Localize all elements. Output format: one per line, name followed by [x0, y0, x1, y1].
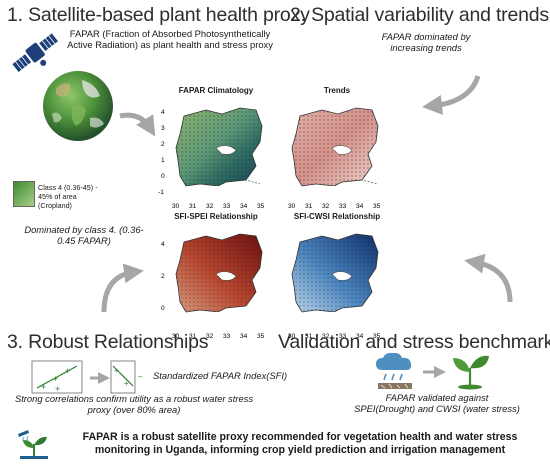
- xtick: 32: [206, 203, 214, 210]
- svg-text:+: +: [53, 374, 58, 384]
- ytick: -1: [158, 189, 164, 196]
- xtick: 35: [257, 203, 265, 210]
- section2-heading: 2. Spatial variability and trends: [290, 4, 549, 26]
- earth-globe-image: [42, 70, 114, 142]
- svg-text:+: +: [55, 384, 60, 394]
- arrow-globe-to-maps: [119, 112, 156, 137]
- xtick: 30: [288, 333, 296, 340]
- map-trends: Trends 30 31 32 33 34 35: [282, 86, 392, 214]
- arrow-trends: [422, 75, 481, 115]
- dash-marker: –: [138, 372, 143, 381]
- xtick: 32: [206, 333, 214, 340]
- ytick: 1: [161, 157, 165, 164]
- map-title: SFI-CWSI Relationship: [293, 212, 381, 221]
- xtick: 35: [257, 333, 265, 340]
- xtick: 32: [322, 203, 330, 210]
- class4-legend-swatch: [13, 181, 35, 207]
- section1-heading: 1. Satellite-based plant health proxy: [7, 4, 310, 26]
- ytick: 3: [161, 125, 165, 132]
- arrow-validation: [464, 253, 513, 303]
- ytick: 0: [161, 305, 165, 312]
- fapar-description: FAPAR (Fraction of Absorbed Photosynthet…: [67, 28, 273, 51]
- ytick: 2: [161, 141, 165, 148]
- xtick: 34: [356, 333, 364, 340]
- ytick: 4: [161, 109, 165, 116]
- xtick: 34: [240, 333, 248, 340]
- validation-description: FAPAR validated against SPEI(Drought) an…: [354, 392, 520, 415]
- xtick: 35: [373, 203, 381, 210]
- xtick: 30: [172, 333, 180, 340]
- sfi-label: Standardized FAPAR Index(SFI): [153, 370, 288, 381]
- section3-heading: 3. Robust Relationships: [7, 331, 209, 353]
- xtick: 33: [223, 333, 231, 340]
- xtick: 33: [339, 333, 347, 340]
- irrigation-plant-icon: [12, 428, 50, 460]
- ytick: 4: [161, 241, 165, 248]
- svg-text:+: +: [124, 379, 129, 388]
- map-title: FAPAR Climatology: [178, 86, 254, 95]
- xtick: 31: [305, 333, 313, 340]
- conclusion-text: FAPAR is a robust satellite proxy recomm…: [82, 431, 518, 457]
- map-title: Trends: [323, 86, 351, 95]
- map-fapar-climatology: FAPAR Climatology 4 3 2 1 0 -1 30 31 32 …: [156, 86, 276, 214]
- drought-cloud-icon: [372, 350, 420, 392]
- xtick: 31: [189, 203, 197, 210]
- section4-heading: Validation and stress benchmarks: [278, 331, 550, 353]
- svg-text:+: +: [65, 366, 70, 376]
- xtick: 33: [223, 203, 231, 210]
- trends-description: FAPAR dominated by increasing trends: [381, 31, 471, 54]
- negative-correlation-icon: + +: [110, 360, 136, 394]
- map-sfi-cwsi: SFI-CWSI Relationship 30 31 32 33 34 35: [282, 212, 392, 340]
- xtick: 30: [288, 203, 296, 210]
- svg-text:+: +: [114, 366, 119, 375]
- plant-sprout-icon: [447, 350, 493, 390]
- xtick: 32: [322, 333, 330, 340]
- svg-text:+: +: [41, 382, 46, 392]
- class4-legend-label: Class 4 (0.36-45) - 45% of area (Croplan…: [38, 183, 98, 210]
- arrow-robust: [101, 263, 144, 313]
- positive-correlation-icon: + + + +: [31, 360, 83, 394]
- robust-description: Strong correlations confirm utility as a…: [14, 393, 254, 416]
- dominated-class-text: Dominated by class 4. (0.36-0.45 FAPAR): [24, 224, 144, 247]
- map-sfi-spei: SFI-SPEI Relationship 4 2 0 30 31 32 33 …: [156, 212, 276, 340]
- ytick: 0: [161, 173, 165, 180]
- map-title: SFI-SPEI Relationship: [174, 212, 258, 221]
- xtick: 31: [189, 333, 197, 340]
- ytick: 2: [161, 273, 165, 280]
- xtick: 33: [339, 203, 347, 210]
- satellite-icon: [9, 28, 67, 78]
- xtick: 35: [373, 333, 381, 340]
- xtick: 34: [356, 203, 364, 210]
- xtick: 31: [305, 203, 313, 210]
- xtick: 30: [172, 203, 180, 210]
- xtick: 34: [240, 203, 248, 210]
